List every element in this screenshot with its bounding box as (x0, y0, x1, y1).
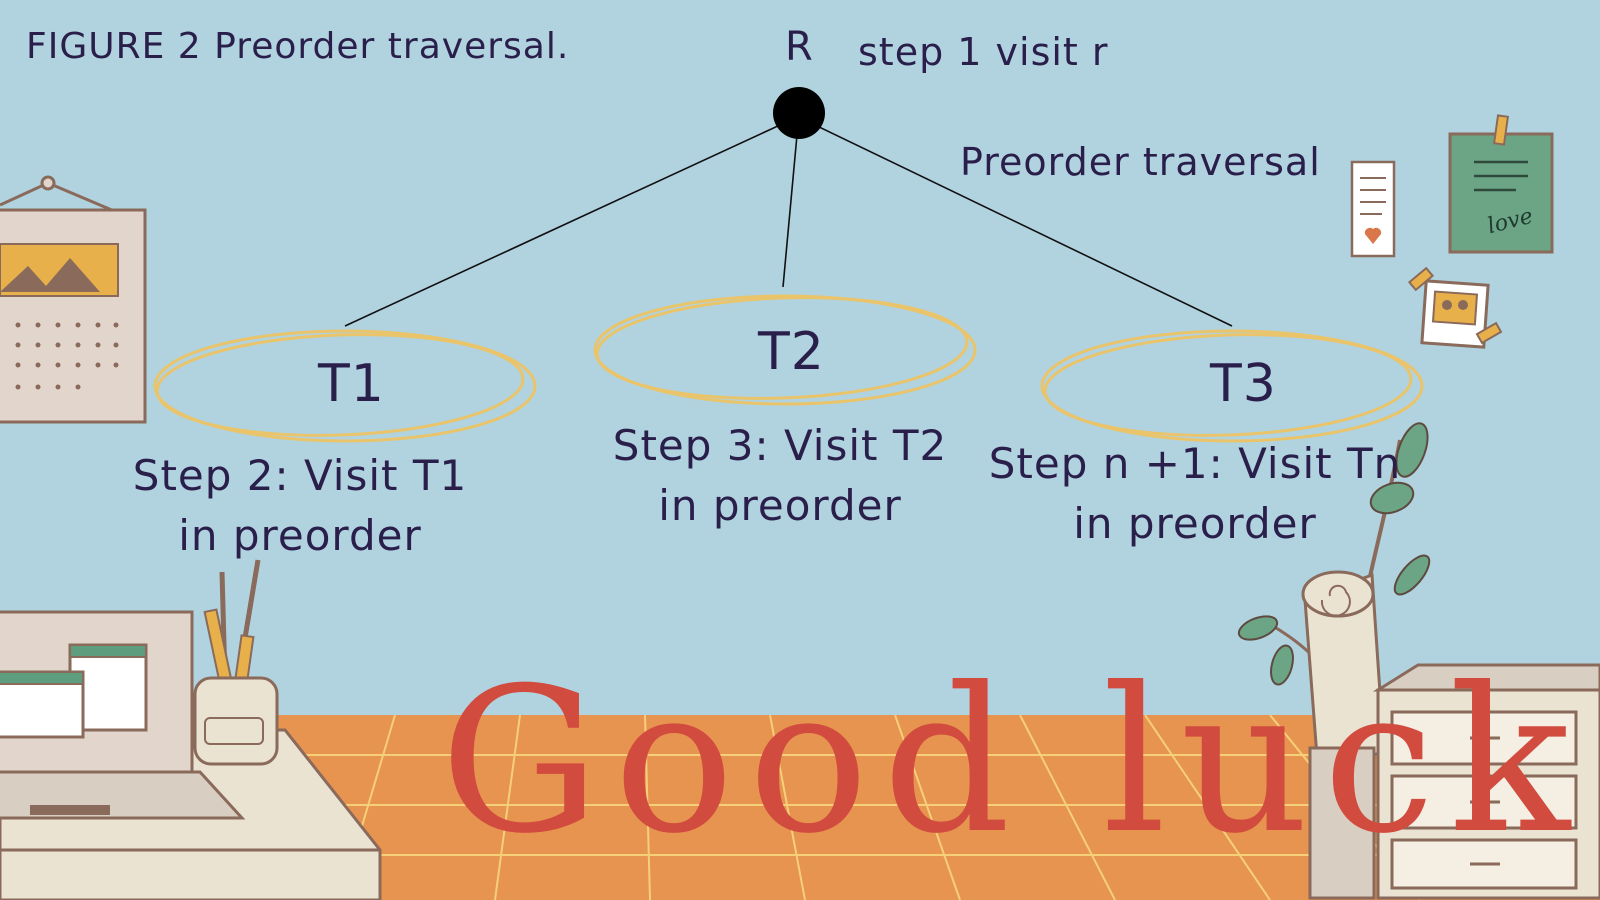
step-n-label: Step n +1: Visit Tn in preorder (975, 434, 1415, 554)
step-2-line-1: Step 2: Visit T1 (132, 451, 468, 500)
drawer-cabinet-icon (1372, 663, 1600, 900)
root-node (773, 87, 825, 139)
root-label: R (785, 24, 814, 70)
subtree-t3-label: T3 (1210, 354, 1277, 414)
good-luck-title: Good luck (440, 645, 1585, 878)
subtree-t1-label: T1 (318, 354, 385, 414)
laptop-icon (0, 610, 246, 820)
step-3-line-1: Step 3: Visit T2 (612, 421, 948, 470)
subtree-t2-label: T2 (758, 322, 825, 382)
diagram-title: Preorder traversal (960, 140, 1321, 184)
subtree-circles (153, 294, 1424, 443)
pencil-cup-icon (193, 559, 279, 766)
step-3-label: Step 3: Visit T2 in preorder (605, 416, 955, 536)
step-2-label: Step 2: Visit T1 in preorder (130, 446, 470, 566)
step-n-line-2: in preorder (1073, 499, 1317, 548)
step-1-label: step 1 visit r (858, 30, 1109, 74)
memo-icon (1350, 160, 1396, 258)
photo-icon (1407, 266, 1503, 349)
step-2-line-2: in preorder (178, 511, 422, 560)
tree-edges (344, 124, 1233, 327)
calendar-icon (0, 175, 147, 424)
paper-roll-icon (1301, 570, 1386, 900)
figure-caption: FIGURE 2 Preorder traversal. (26, 26, 570, 67)
step-n-line-1: Step n +1: Visit Tn (988, 439, 1402, 488)
sticky-note-icon: love (1448, 114, 1554, 254)
step-3-line-2: in preorder (658, 481, 902, 530)
